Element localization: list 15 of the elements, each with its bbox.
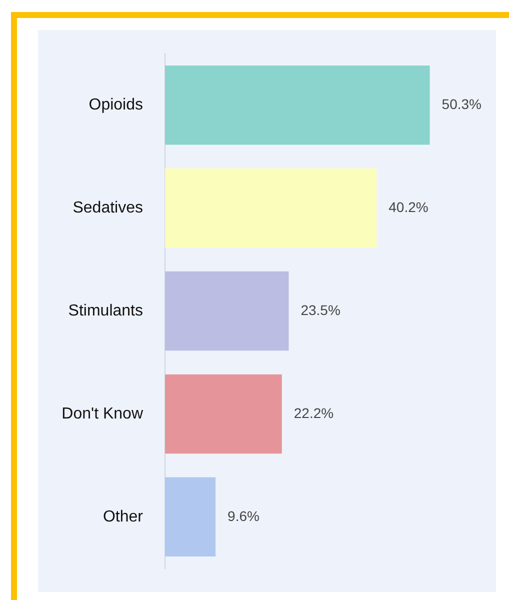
y-tick-label: Stimulants bbox=[68, 302, 143, 320]
y-tick-label: Sedatives bbox=[72, 199, 143, 216]
data-label: 50.3% bbox=[442, 96, 482, 112]
data-label: 23.5% bbox=[300, 302, 340, 318]
bar bbox=[165, 65, 430, 145]
bar bbox=[165, 374, 282, 454]
data-label: 9.6% bbox=[228, 508, 260, 524]
data-label: 22.2% bbox=[294, 404, 334, 421]
bar bbox=[165, 271, 289, 351]
bar bbox=[165, 477, 216, 557]
y-tick-label: Opioids bbox=[88, 96, 143, 114]
y-tick-label: Other bbox=[102, 508, 144, 526]
bar bbox=[165, 168, 377, 248]
y-tick-label: Don't Know bbox=[62, 405, 144, 422]
data-label: 40.2% bbox=[388, 198, 428, 215]
